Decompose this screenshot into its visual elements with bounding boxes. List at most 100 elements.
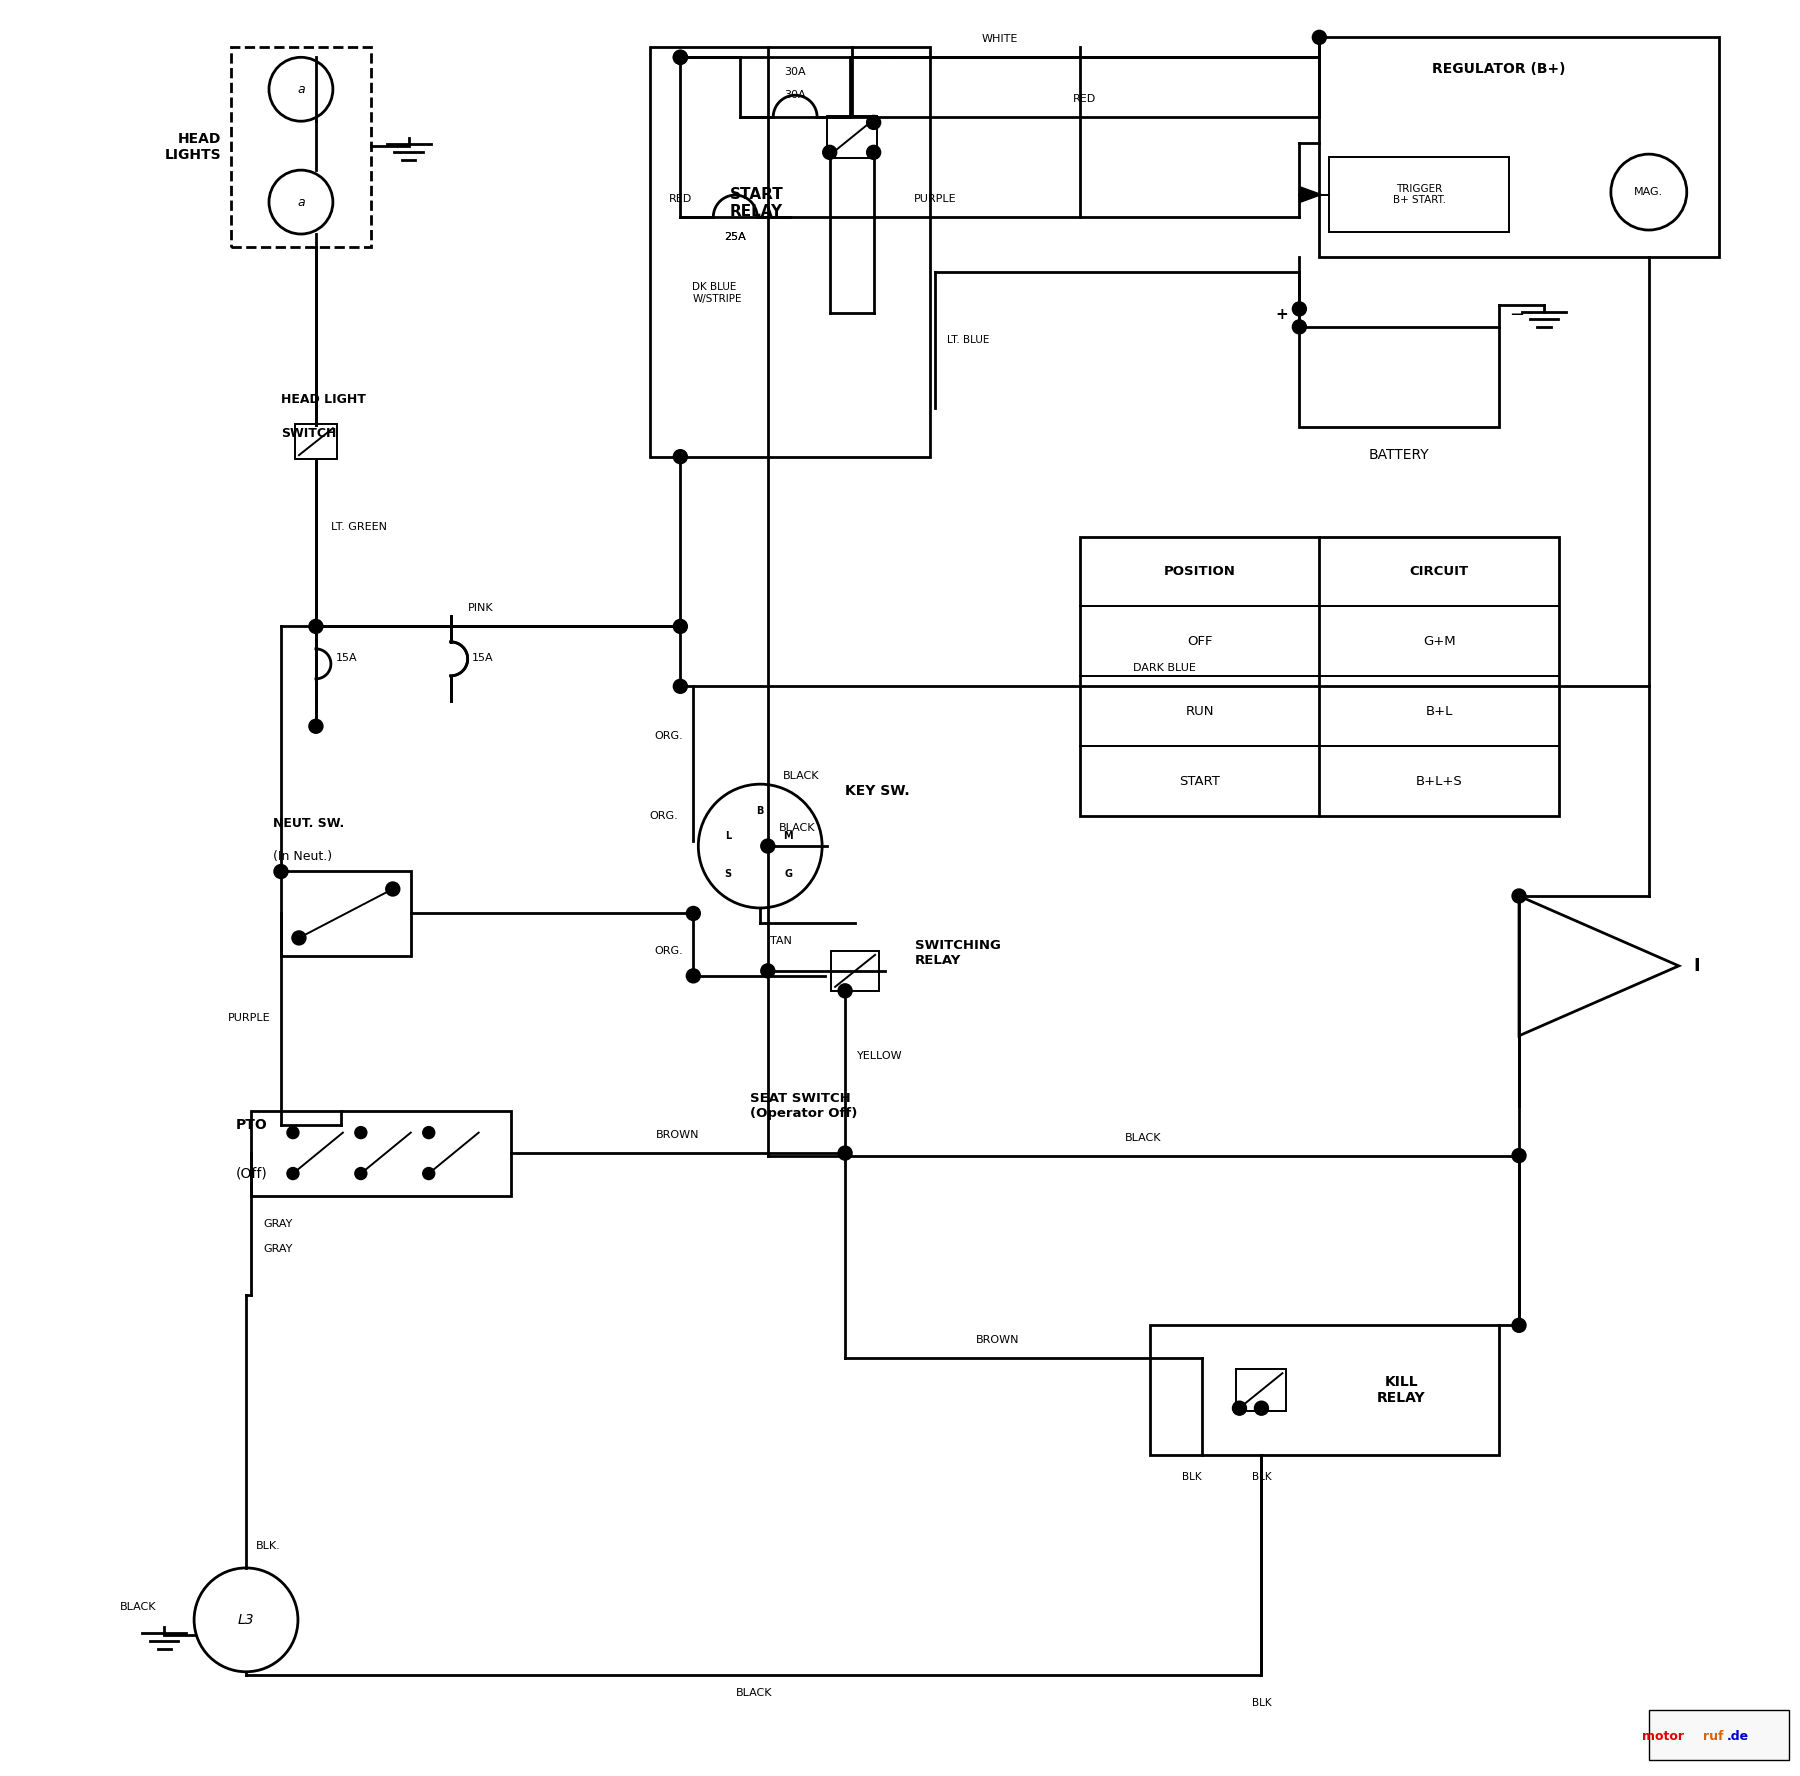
Circle shape (423, 1167, 436, 1179)
Text: PURPLE: PURPLE (229, 1014, 272, 1023)
Text: HEAD
LIGHTS: HEAD LIGHTS (164, 131, 221, 162)
Text: REGULATOR (B+): REGULATOR (B+) (1433, 62, 1566, 76)
Circle shape (866, 115, 880, 130)
Circle shape (1512, 890, 1526, 902)
Text: DK BLUE
W/STRIPE: DK BLUE W/STRIPE (693, 282, 742, 304)
Bar (1237, 1369, 1287, 1412)
Text: a: a (297, 83, 304, 96)
Text: 25A: 25A (724, 233, 747, 242)
Text: −: − (1510, 305, 1525, 323)
Text: LT. BLUE: LT. BLUE (947, 336, 990, 345)
Circle shape (673, 50, 688, 64)
Bar (832, 950, 878, 991)
Circle shape (274, 865, 288, 879)
Text: BROWN: BROWN (976, 1336, 1019, 1344)
Text: motor: motor (1642, 1730, 1683, 1744)
Text: L3: L3 (238, 1613, 254, 1627)
Circle shape (1255, 1401, 1269, 1415)
Circle shape (286, 1126, 299, 1138)
Text: START: START (1179, 774, 1220, 789)
Text: (In Neut.): (In Neut.) (274, 849, 333, 863)
Circle shape (673, 449, 688, 464)
Circle shape (673, 620, 688, 634)
Circle shape (761, 964, 774, 979)
Bar (230, 48, 371, 247)
Text: 15A: 15A (337, 654, 358, 664)
Circle shape (1292, 302, 1307, 316)
Text: G+M: G+M (1422, 634, 1456, 648)
Text: B+L+S: B+L+S (1417, 774, 1463, 789)
Text: (Off): (Off) (236, 1167, 268, 1179)
Circle shape (268, 170, 333, 234)
Text: MAG.: MAG. (1634, 186, 1663, 197)
Circle shape (673, 50, 688, 64)
Text: L: L (725, 831, 731, 842)
Text: a: a (297, 195, 304, 208)
Bar (295, 424, 337, 460)
Text: POSITION: POSITION (1163, 565, 1235, 577)
Circle shape (1512, 1149, 1526, 1163)
Text: TAN: TAN (770, 936, 792, 947)
Circle shape (1512, 1318, 1526, 1332)
Circle shape (355, 1167, 367, 1179)
Text: 15A: 15A (472, 654, 493, 664)
Text: PURPLE: PURPLE (914, 194, 956, 204)
Bar (1150, 1325, 1499, 1455)
Text: RED: RED (670, 194, 691, 204)
Bar (1300, 327, 1499, 426)
Text: CIRCUIT: CIRCUIT (1409, 565, 1469, 577)
Text: ORG.: ORG. (655, 947, 684, 955)
Circle shape (698, 785, 823, 908)
Text: BROWN: BROWN (655, 1130, 700, 1140)
Bar (650, 48, 931, 456)
Bar (1319, 37, 1719, 258)
Text: I: I (1694, 957, 1701, 975)
Text: KILL
RELAY: KILL RELAY (1377, 1375, 1426, 1405)
Text: WHITE: WHITE (981, 34, 1019, 44)
Text: BLK: BLK (1183, 1472, 1202, 1483)
Text: SWITCH: SWITCH (281, 428, 337, 440)
Text: TRIGGER
B+ START.: TRIGGER B+ START. (1393, 183, 1445, 206)
Bar (250, 1110, 511, 1195)
Circle shape (866, 146, 880, 160)
Circle shape (686, 906, 700, 920)
Text: RED: RED (1073, 94, 1096, 105)
Text: OFF: OFF (1186, 634, 1211, 648)
Circle shape (1312, 30, 1327, 44)
Text: 25A: 25A (724, 233, 747, 242)
Text: 30A: 30A (785, 91, 806, 99)
Polygon shape (1300, 186, 1321, 202)
Text: +: + (1274, 307, 1287, 323)
Text: GRAY: GRAY (263, 1218, 292, 1229)
Circle shape (310, 719, 322, 733)
Circle shape (355, 1126, 367, 1138)
Bar (1649, 1710, 1789, 1760)
Text: ruf: ruf (1703, 1730, 1724, 1744)
Text: BATTERY: BATTERY (1370, 448, 1429, 462)
Text: 30A: 30A (785, 67, 806, 78)
Circle shape (839, 1146, 851, 1160)
Text: SEAT SWITCH
(Operator Off): SEAT SWITCH (Operator Off) (751, 1092, 857, 1119)
Text: RUN: RUN (1184, 705, 1213, 718)
Circle shape (310, 620, 322, 634)
Circle shape (1233, 1401, 1246, 1415)
Circle shape (1611, 155, 1687, 231)
Text: BLK.: BLK. (256, 1542, 281, 1550)
Circle shape (286, 1167, 299, 1179)
Text: PINK: PINK (468, 604, 493, 613)
Text: GRAY: GRAY (263, 1245, 292, 1254)
Bar (1080, 536, 1559, 817)
Circle shape (385, 883, 400, 895)
Text: M: M (783, 831, 794, 842)
Text: NEUT. SW.: NEUT. SW. (274, 817, 344, 829)
Text: S: S (725, 868, 733, 879)
Text: START
RELAY: START RELAY (729, 186, 783, 218)
Text: HEAD LIGHT: HEAD LIGHT (281, 392, 365, 407)
Text: B: B (756, 806, 763, 817)
Circle shape (292, 931, 306, 945)
Text: SWITCHING
RELAY: SWITCHING RELAY (914, 940, 1001, 966)
Circle shape (1292, 320, 1307, 334)
Text: ORG.: ORG. (655, 732, 684, 741)
Text: YELLOW: YELLOW (857, 1051, 902, 1060)
Text: ORG.: ORG. (650, 812, 679, 821)
